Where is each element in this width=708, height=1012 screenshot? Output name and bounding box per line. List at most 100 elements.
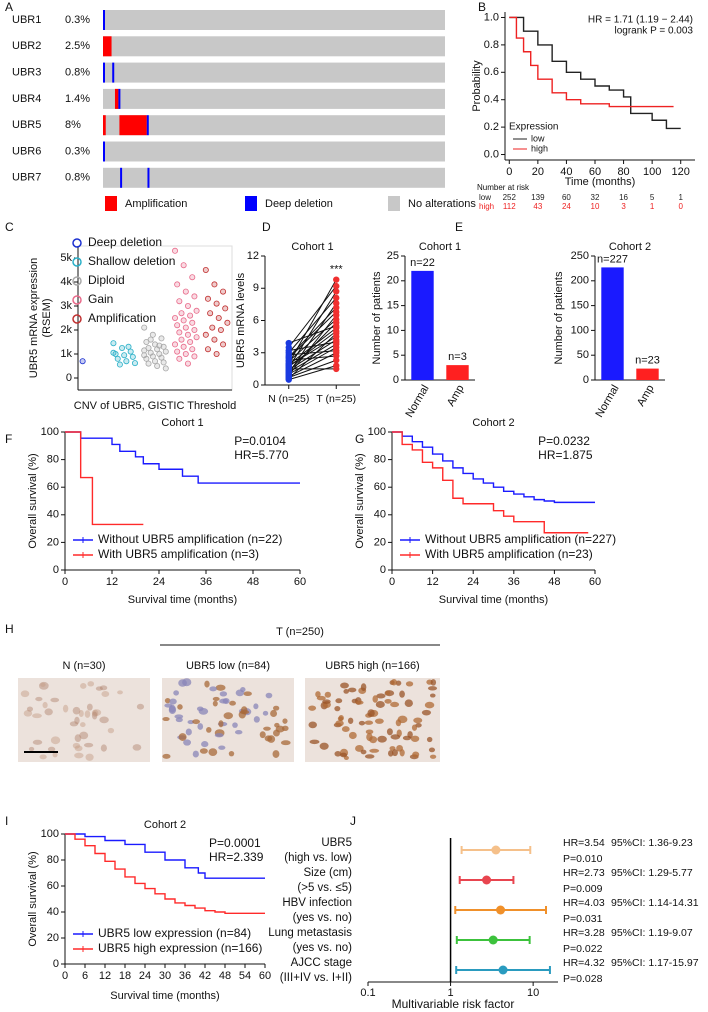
x-tick-label: 18 — [119, 970, 131, 982]
nucleus — [410, 735, 420, 742]
nucleus — [223, 712, 233, 720]
nucleus — [99, 716, 109, 724]
nucleus — [316, 695, 326, 701]
nucleus — [265, 692, 273, 699]
nucleus — [426, 736, 433, 743]
nucleus — [395, 680, 402, 686]
percent-label: 1.4% — [65, 93, 90, 105]
point — [333, 311, 340, 319]
image-label: N (n=30) — [62, 660, 105, 672]
risk-row-label: high — [479, 202, 494, 211]
point — [110, 349, 117, 356]
survival-curve — [509, 16, 681, 130]
nucleus — [20, 690, 30, 698]
x-tick-label: 0 — [62, 576, 68, 588]
point — [215, 314, 222, 321]
nucleus — [192, 750, 199, 758]
point — [149, 331, 156, 338]
y-tick-label: 250 — [571, 250, 589, 262]
point — [110, 340, 117, 347]
nucleus — [32, 739, 43, 745]
nucleus — [273, 705, 280, 711]
x-tick-label: Normal — [403, 383, 431, 420]
point — [174, 348, 181, 355]
x-tick-label: 0 — [506, 166, 512, 178]
nucleus — [397, 715, 408, 724]
nucleus — [32, 713, 42, 719]
nucleus — [262, 710, 269, 716]
nucleus — [243, 691, 252, 697]
nucleus — [85, 753, 94, 761]
group-label: T (n=250) — [276, 626, 324, 638]
nucleus — [117, 690, 123, 695]
nucleus — [219, 691, 228, 697]
nucleus — [162, 753, 171, 759]
nucleus — [399, 690, 405, 698]
point — [151, 341, 158, 348]
nucleus — [309, 739, 320, 745]
y-tick-label: 12 — [247, 250, 259, 262]
nucleus — [234, 730, 243, 735]
panel-letter: C — [5, 220, 14, 234]
nucleus — [44, 708, 53, 716]
y-tick-label: 0 — [66, 372, 72, 384]
gene-label: UBR5 — [12, 119, 41, 131]
survival-curve — [392, 431, 595, 504]
nucleus — [80, 682, 87, 689]
risk-value: 16 — [619, 193, 628, 202]
legend-label: Deep deletion — [265, 198, 333, 210]
x-tick-label: 36 — [200, 576, 212, 588]
y-axis-label: Number of patients — [371, 271, 383, 364]
ci-label: 95%CI: 1.29-5.77 — [611, 867, 693, 879]
panel-letter: I — [5, 814, 8, 828]
point — [182, 288, 189, 295]
nucleus — [52, 751, 58, 758]
y-tick-label: 0 — [380, 564, 386, 576]
nucleus — [347, 717, 354, 724]
risk-value: 60 — [562, 193, 571, 202]
point — [333, 276, 340, 283]
nucleus — [280, 740, 291, 746]
nucleus — [204, 680, 210, 688]
y-tick-label: 0 — [583, 374, 589, 386]
row-label: UBR5 — [321, 837, 352, 849]
point — [180, 317, 187, 324]
point — [79, 358, 86, 365]
point — [213, 300, 220, 307]
nucleus — [347, 687, 357, 693]
x-tick-label: 48 — [247, 576, 259, 588]
nucleus — [372, 695, 378, 703]
pair-line — [288, 285, 337, 348]
alteration — [103, 62, 105, 83]
alteration — [103, 115, 106, 136]
risk-value: 1 — [650, 202, 655, 211]
point — [176, 329, 183, 336]
x-tick-label: 30 — [159, 970, 171, 982]
annotation: P=0.0001 — [209, 836, 261, 850]
pair-line — [288, 291, 337, 369]
y-axis-label: Overall survival (%) — [27, 851, 39, 946]
hr-label: HR=4.32 — [563, 957, 605, 969]
x-tick-label: 54 — [239, 970, 251, 982]
x-tick-label: 12 — [106, 576, 118, 588]
row-label: HBV infection — [282, 897, 352, 909]
survival-curve — [65, 833, 265, 879]
point — [116, 361, 123, 368]
gene-label: UBR1 — [12, 14, 41, 26]
legend-label: With UBR5 amplification (n=3) — [98, 547, 259, 561]
nucleus — [86, 703, 93, 711]
chart-title: Cohort 1 — [419, 241, 461, 253]
point — [141, 347, 148, 354]
point — [193, 307, 200, 314]
x-axis-label: Multivariable risk factor — [392, 997, 515, 1011]
y-tick-label: 60 — [47, 481, 59, 493]
row-background — [103, 88, 445, 109]
x-tick-label: 48 — [548, 576, 560, 588]
row-label: (>5 vs. ≤5) — [297, 882, 352, 894]
point — [184, 331, 191, 338]
nucleus — [87, 681, 95, 687]
y-tick-label: 60 — [47, 880, 59, 892]
y-tick-label: 15 — [387, 300, 399, 312]
x-tick-label: 1 — [448, 987, 454, 999]
